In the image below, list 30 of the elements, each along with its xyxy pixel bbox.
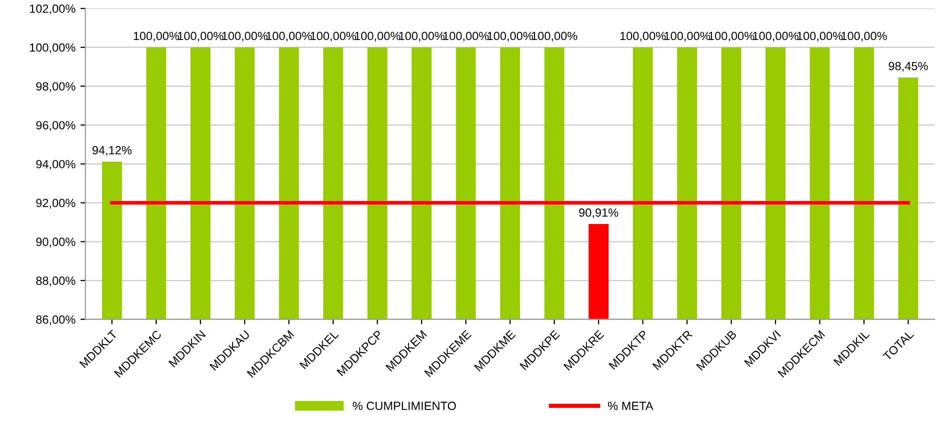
data-label: 100,00% — [532, 32, 578, 42]
data-label: 100,00% — [797, 32, 843, 42]
data-label: 100,00% — [753, 32, 798, 42]
data-label: 100,00% — [134, 32, 180, 42]
y-tick-label: 102,00% — [30, 4, 76, 14]
y-tick-label: 90,00% — [36, 238, 76, 248]
data-label: 100,00% — [354, 32, 400, 42]
y-tick-label: 92,00% — [36, 198, 76, 209]
y-tick-label: 100,00% — [30, 43, 76, 54]
data-label: 100,00% — [664, 32, 710, 42]
data-label: 100,00% — [443, 32, 489, 42]
data-label: 100,00% — [222, 32, 268, 42]
data-label: 98,45% — [888, 62, 928, 72]
y-tick-label: 94,00% — [36, 160, 76, 170]
data-label: 100,00% — [310, 32, 356, 42]
data-label: 90,91% — [579, 208, 618, 218]
data-label: 94,12% — [92, 146, 132, 156]
y-tick-label: 98,00% — [36, 82, 76, 92]
data-label: 100,00% — [842, 32, 887, 42]
legend-label: % CUMPLIMIENTO — [352, 402, 456, 410]
data-label: 100,00% — [708, 32, 754, 42]
legend-label: % META — [608, 402, 654, 410]
data-label: 100,00% — [266, 32, 312, 42]
data-label: 100,00% — [488, 32, 533, 42]
y-tick-label: 86,00% — [36, 315, 76, 326]
data-label: 100,00% — [620, 32, 666, 42]
data-label: 100,00% — [178, 32, 224, 42]
data-label: 100,00% — [399, 32, 444, 42]
y-tick-label: 88,00% — [36, 276, 76, 286]
y-tick-label: 96,00% — [36, 121, 76, 131]
